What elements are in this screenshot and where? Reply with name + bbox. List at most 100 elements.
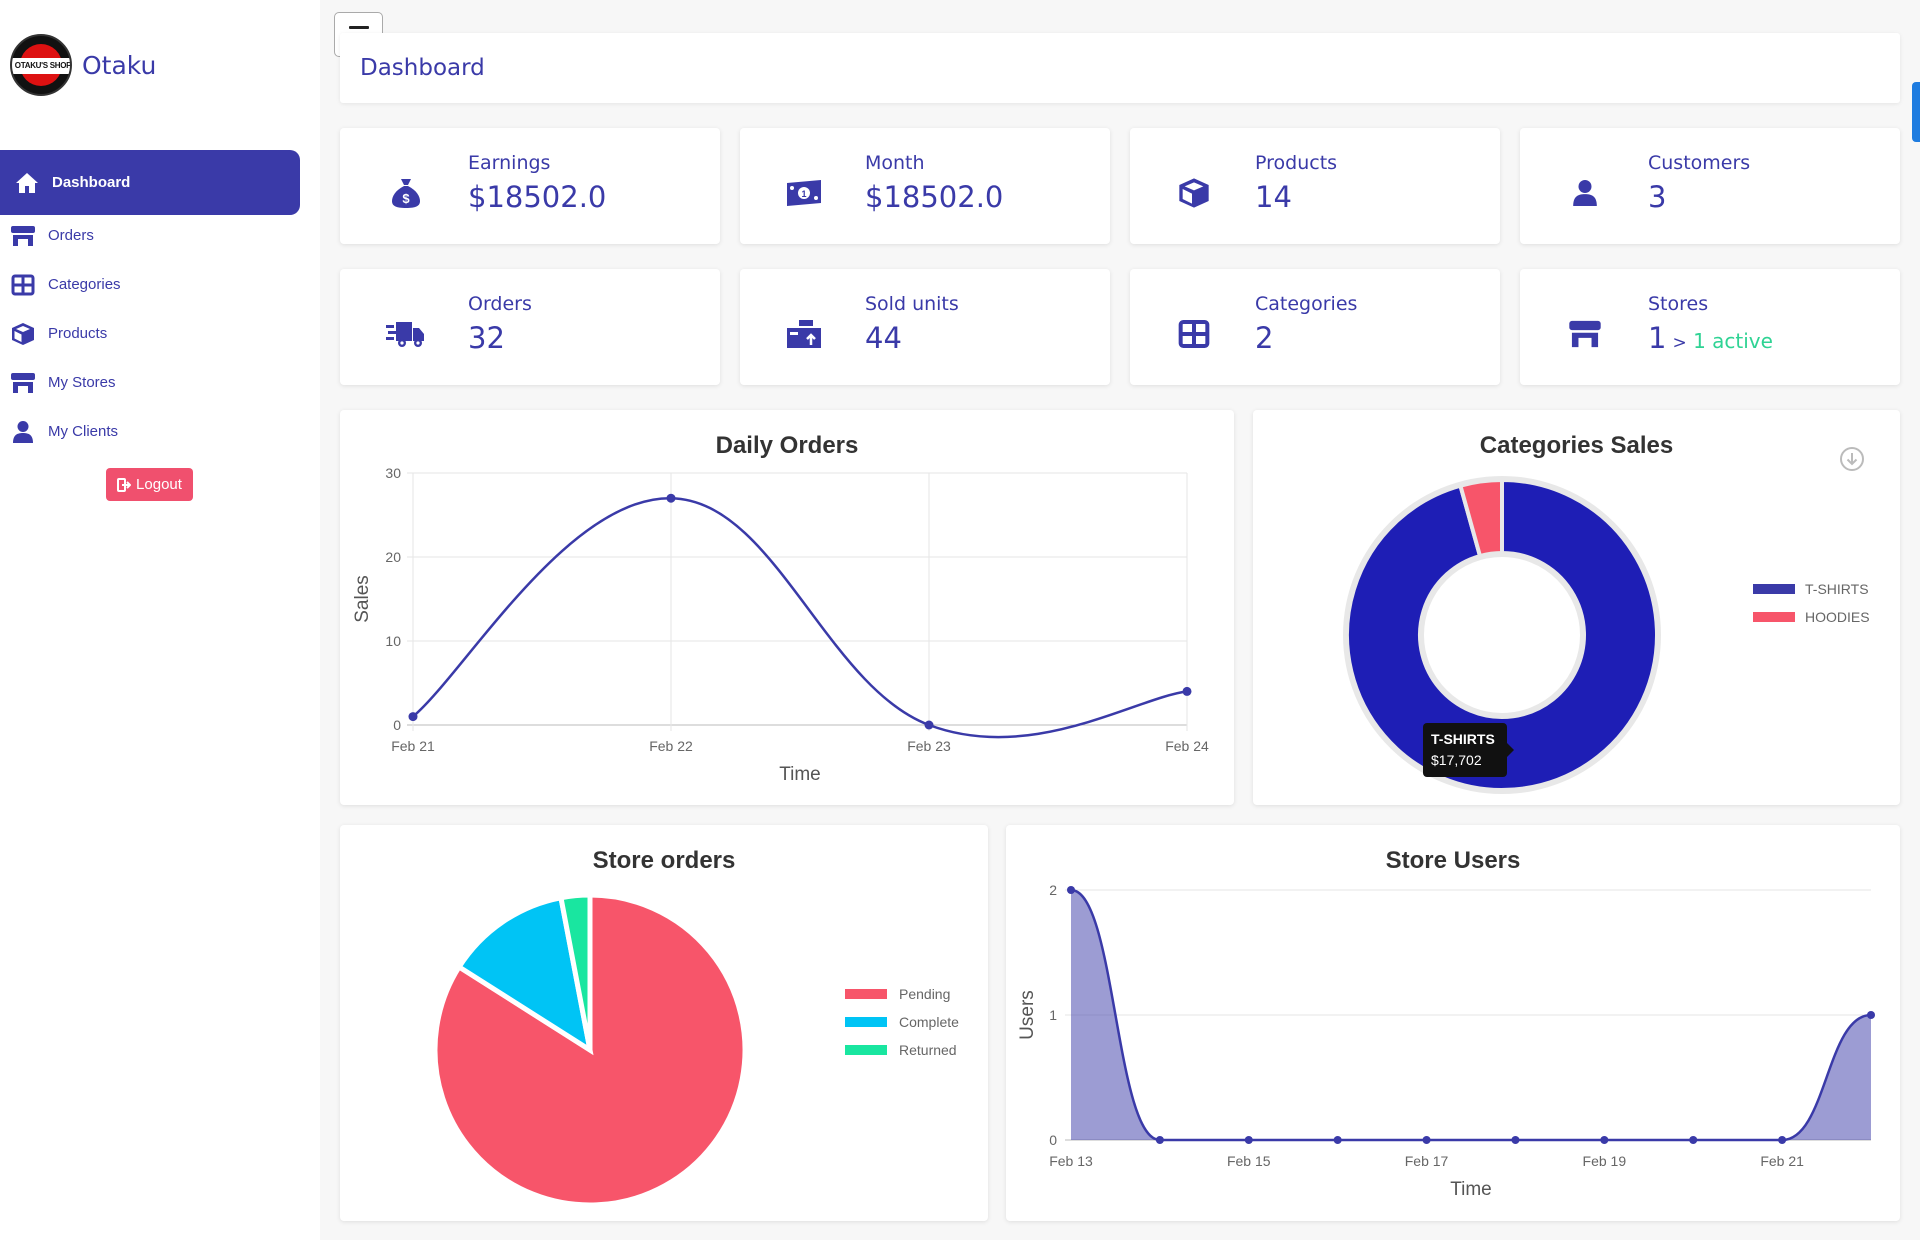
daily-orders-card: Daily Orders 0 10 20 30 Feb 21 Feb 22 Feb 23 Fe…: [340, 410, 1234, 805]
pie-slice: [558, 892, 593, 1051]
x-tick-label: Feb 23: [907, 738, 951, 754]
legend-swatch: [1753, 612, 1795, 622]
grid-icon: [1174, 314, 1214, 354]
stat-value: 14: [1255, 180, 1292, 214]
stat-label: Customers: [1648, 152, 1751, 174]
user-icon: [10, 419, 36, 445]
x-tick-label: Feb 15: [1227, 1153, 1271, 1169]
legend-label: Pending: [899, 986, 950, 1002]
sidebar-item-label: Dashboard: [52, 174, 131, 191]
legend-label: HOODIES: [1805, 609, 1870, 625]
sidebar-item-categories[interactable]: Categories: [0, 260, 300, 309]
chart-title: Store Users: [1385, 847, 1521, 874]
stat-value: 1 > 1 active: [1648, 321, 1773, 355]
y-axis-label: Sales: [352, 575, 373, 623]
stat-card-products: Products 14: [1130, 128, 1500, 244]
legend-swatch: [1753, 584, 1795, 594]
x-tick-label: Feb 22: [649, 738, 693, 754]
legend-swatch: [845, 989, 887, 999]
active-stores-text: 1 active: [1693, 329, 1773, 353]
stat-label: Stores: [1648, 293, 1709, 315]
data-point: [1333, 1136, 1342, 1144]
side-panel-tab[interactable]: [1912, 82, 1920, 142]
data-point: [1600, 1136, 1609, 1144]
y-axis-label: Users: [1017, 990, 1038, 1040]
stat-value: 44: [865, 321, 902, 355]
stat-card-orders: Orders 32: [340, 269, 720, 385]
sidebar-item-label: Categories: [48, 276, 121, 293]
store-users-chart[interactable]: 0 1 2 Feb 13 Feb 15 Feb 17 Feb 19 Feb 21 Time Use…: [1006, 825, 1900, 1221]
x-tick-label: Feb 21: [1760, 1153, 1804, 1169]
stat-label: Orders: [468, 293, 532, 315]
stat-value-number: 1: [1648, 321, 1667, 355]
stat-label: Earnings: [468, 152, 551, 174]
data-point: [1182, 686, 1192, 696]
store-icon: [1565, 314, 1605, 354]
page-title: Dashboard: [360, 55, 485, 81]
tooltip-label: T-SHIRTS: [1431, 731, 1495, 747]
tooltip-value: $17,702: [1431, 752, 1482, 768]
brand-name: Otaku: [82, 50, 157, 80]
boxes-icon: [784, 314, 824, 354]
logout-button[interactable]: Logout: [106, 468, 193, 501]
brand[interactable]: OTAKU'S SHOP Otaku: [10, 34, 156, 96]
sidebar-nav: Dashboard Orders Categories Products My …: [0, 150, 300, 456]
sidebar-item-my-stores[interactable]: My Stores: [0, 358, 300, 407]
y-tick-label: 30: [385, 465, 401, 481]
svg-text:$: $: [402, 191, 410, 206]
y-tick-label: 0: [393, 717, 401, 733]
data-point: [1689, 1136, 1698, 1144]
x-tick-label: Feb 21: [391, 738, 435, 754]
chart-title: Categories Sales: [1479, 432, 1674, 459]
stat-card-categories: Categories 2: [1130, 269, 1500, 385]
download-icon[interactable]: [1838, 445, 1866, 473]
sidebar: OTAKU'S SHOP Otaku Dashboard Orders Cate…: [0, 0, 320, 1240]
donut-tooltip: T-SHIRTS $17,702: [1423, 723, 1514, 777]
money-bag-icon: $: [386, 173, 426, 213]
store-orders-chart[interactable]: Pending Complete Returned: [340, 825, 988, 1221]
legend-swatch: [845, 1045, 887, 1055]
sidebar-item-label: My Clients: [48, 423, 119, 440]
store-icon: [10, 223, 36, 249]
y-tick-label: 20: [385, 549, 401, 565]
logout-label: Logout: [136, 476, 182, 493]
stat-card-sold-units: Sold units 44: [740, 269, 1110, 385]
data-point: [924, 720, 934, 730]
stat-label: Month: [865, 152, 925, 174]
stat-card-stores: Stores 1 > 1 active: [1520, 269, 1900, 385]
store-icon: [10, 370, 36, 396]
chart-title: Daily Orders: [715, 432, 859, 459]
data-point: [1244, 1136, 1253, 1144]
sidebar-item-my-clients[interactable]: My Clients: [0, 407, 300, 456]
sidebar-item-orders[interactable]: Orders: [0, 211, 300, 260]
donut-hole: [1420, 553, 1584, 717]
page-header: Dashboard: [340, 33, 1900, 103]
pie-slice: [455, 894, 594, 1056]
stat-card-customers: Customers 3: [1520, 128, 1900, 244]
data-point: [408, 712, 418, 722]
categories-sales-chart[interactable]: T-SHIRTS HOODIES: [1253, 410, 1900, 805]
stat-value: $18502.0: [865, 180, 1004, 214]
daily-orders-chart[interactable]: 0 10 20 30 Feb 21 Feb 22 Feb 23 Feb 24 Time Sales: [340, 410, 1234, 805]
stat-label: Sold units: [865, 293, 959, 315]
sidebar-item-products[interactable]: Products: [0, 309, 300, 358]
store-users-card: Store Users 0 1 2 Feb 13 Feb 15 Feb 17 Feb 19 F…: [1006, 825, 1900, 1221]
legend-label: Returned: [899, 1042, 957, 1058]
sidebar-item-dashboard[interactable]: Dashboard: [0, 150, 300, 215]
logo-text: OTAKU'S SHOP: [12, 58, 70, 74]
active-stores-prefix: >: [1672, 333, 1687, 353]
data-point: [1067, 886, 1075, 894]
store-orders-card: Store orders Pending Complete Returned: [340, 825, 988, 1221]
series-line: [412, 496, 1188, 739]
stat-label: Products: [1255, 152, 1338, 174]
x-tick-label: Feb 13: [1049, 1153, 1093, 1169]
stat-label: Categories: [1255, 293, 1358, 315]
x-axis-label: Time: [779, 764, 821, 785]
sidebar-item-label: Products: [48, 325, 108, 342]
y-tick-label: 0: [1049, 1132, 1057, 1148]
truck-icon: [386, 314, 426, 354]
stat-value: 2: [1255, 321, 1274, 355]
y-tick-label: 10: [385, 633, 401, 649]
data-point: [1422, 1136, 1431, 1144]
chart-title: Store orders: [592, 847, 736, 874]
